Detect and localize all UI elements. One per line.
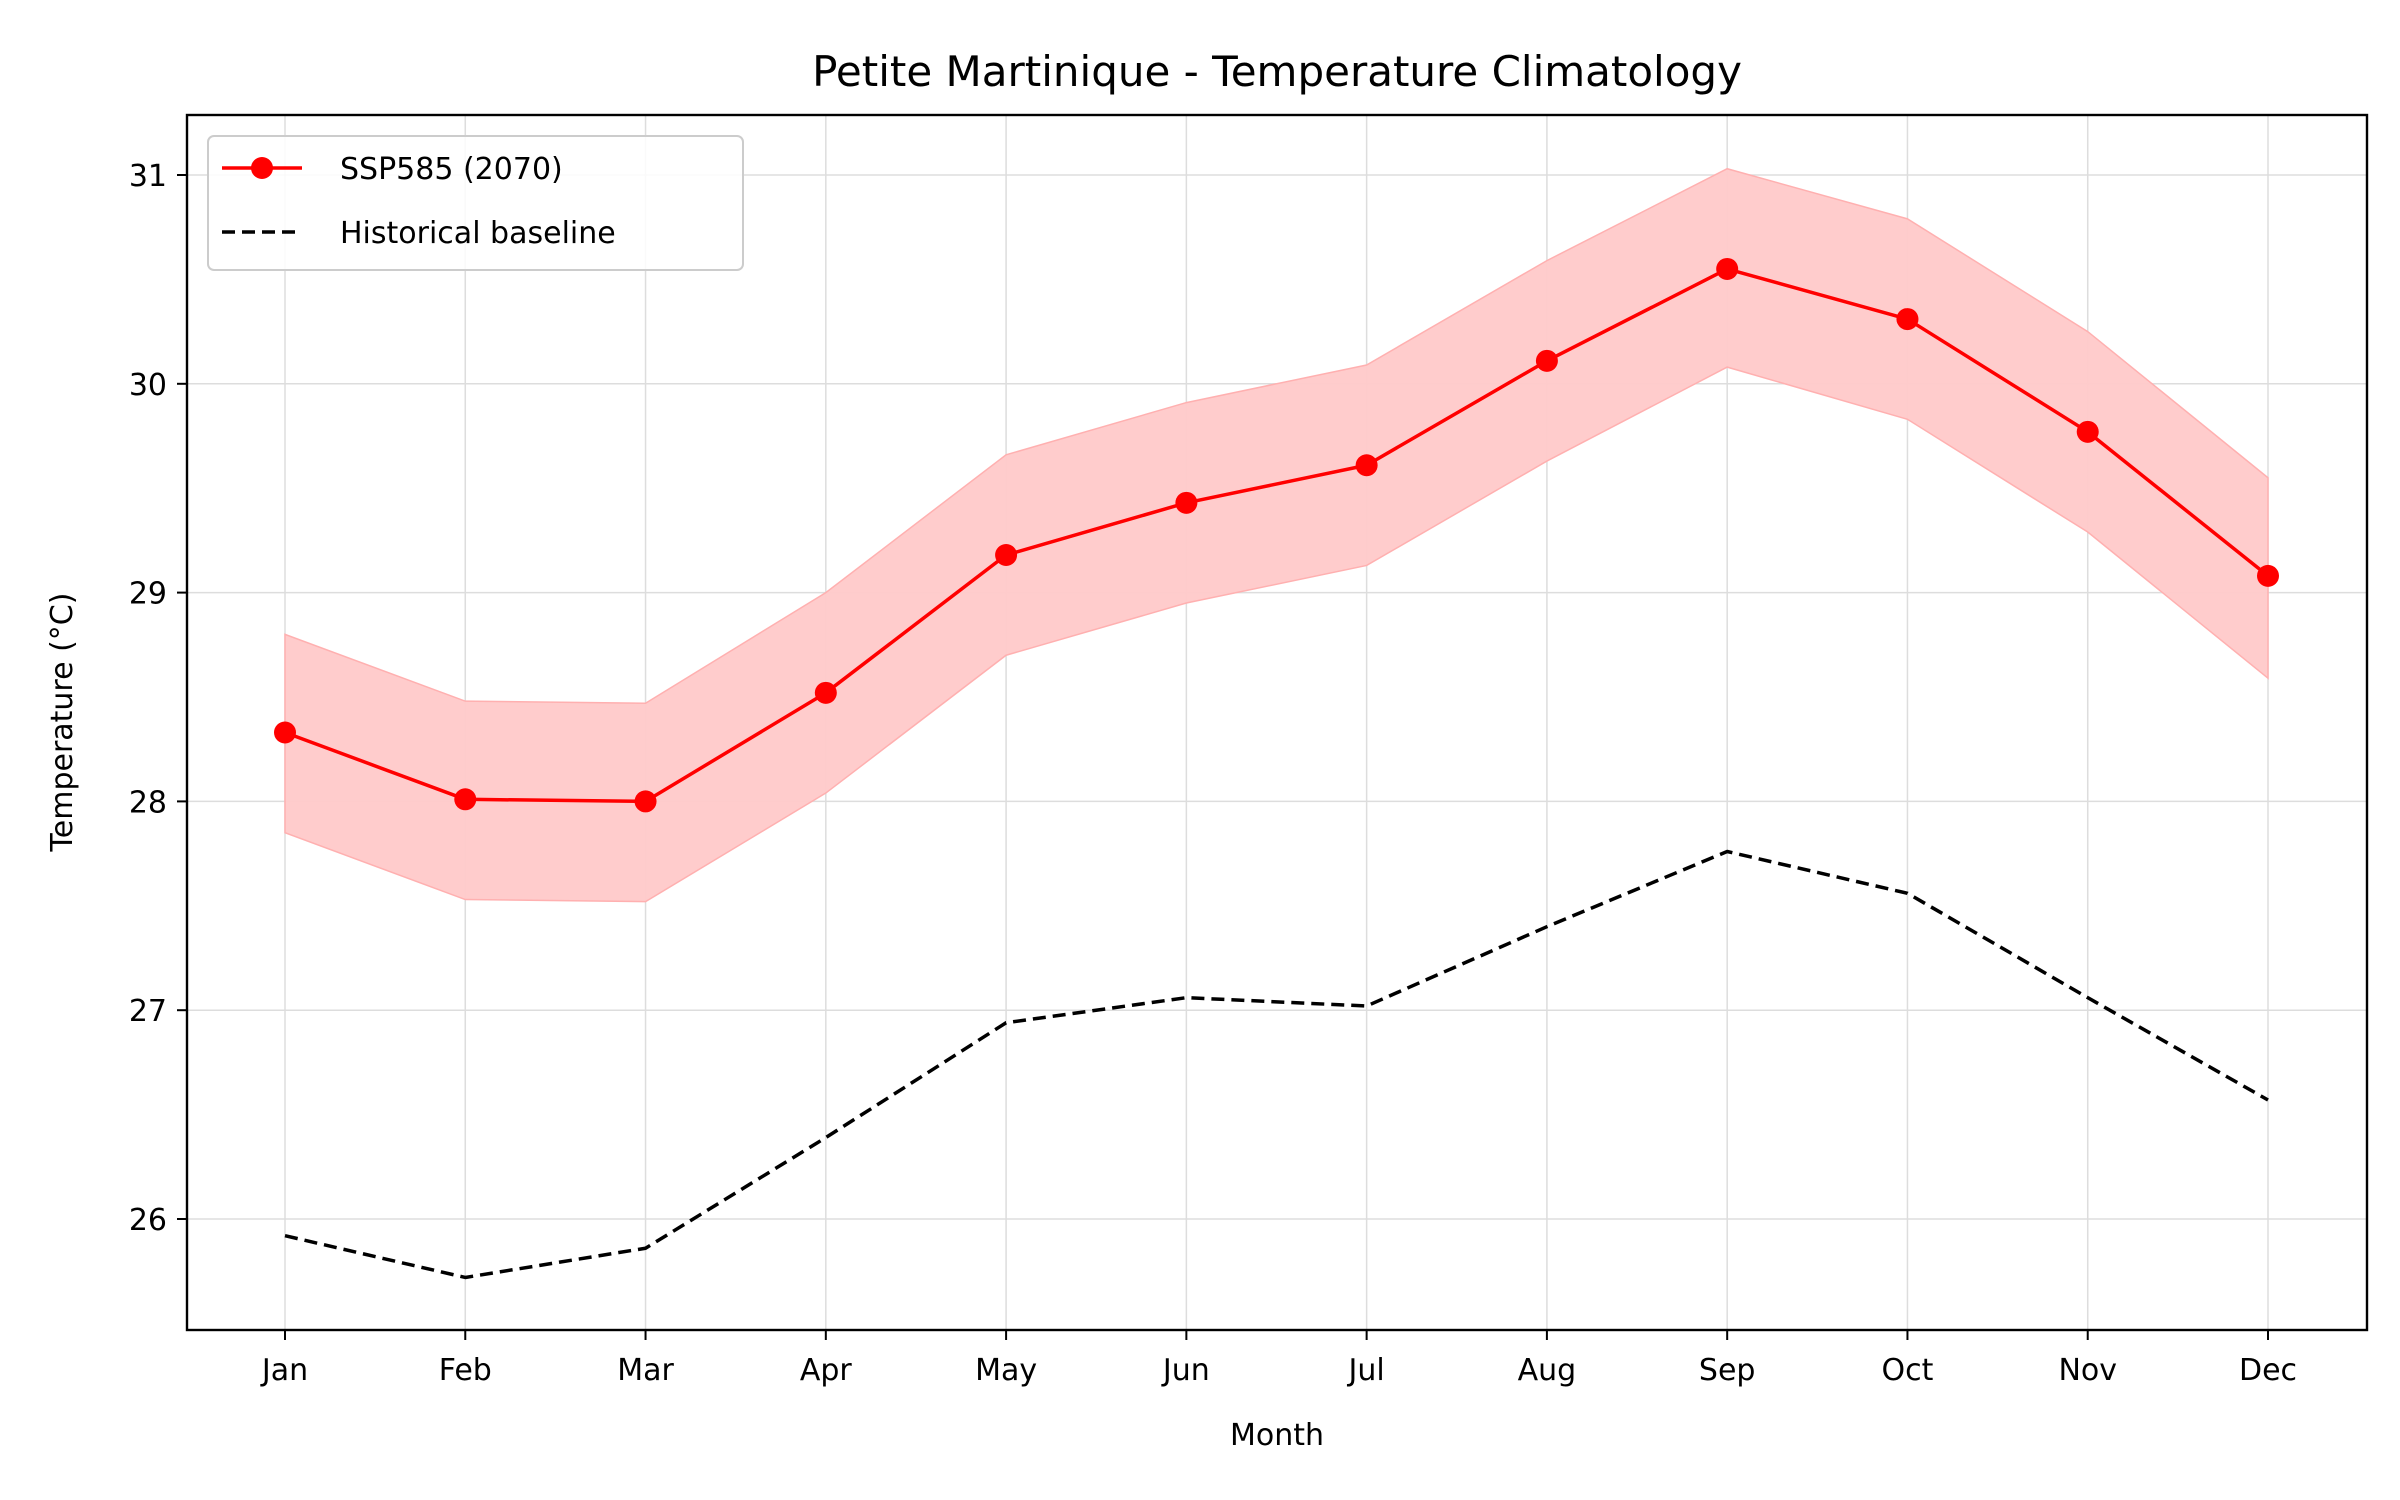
- ssp585-data-point: [1355, 454, 1378, 477]
- ssp585-data-point: [814, 681, 837, 704]
- x-axis-label: Month: [1230, 1418, 1324, 1453]
- x-tick-label: Jul: [1347, 1353, 1385, 1388]
- ssp585-series-line: [284, 267, 2270, 804]
- y-axis-label: Temperature (°C): [45, 593, 80, 853]
- y-tick-label: 26: [129, 1203, 167, 1238]
- x-tick-label: Mar: [617, 1353, 674, 1388]
- y-tick-label: 27: [129, 994, 167, 1029]
- y-tick-label: 29: [129, 577, 167, 612]
- ssp585-data-point: [2076, 420, 2099, 443]
- x-tick-label: Dec: [2239, 1353, 2297, 1388]
- legend-ssp585-marker: [251, 157, 273, 179]
- legend-historical-label: Historical baseline: [340, 216, 616, 251]
- y-tick-label: 30: [129, 368, 167, 403]
- legend: SSP585 (2070) Historical baseline: [207, 135, 744, 271]
- y-tick-label: 28: [129, 785, 167, 820]
- plot-frame: [185, 113, 2369, 1332]
- ssp585-data-point: [1716, 257, 1739, 280]
- series-lines: [274, 257, 2279, 1280]
- chart-title: Petite Martinique - Temperature Climatol…: [812, 47, 1742, 96]
- x-tick-label: Oct: [1882, 1353, 1934, 1388]
- x-tick-label: Sep: [1699, 1353, 1756, 1388]
- ssp585-data-point: [1535, 349, 1558, 372]
- x-tick-label: Apr: [800, 1353, 853, 1388]
- x-tick-label: Aug: [1518, 1353, 1577, 1388]
- historical-baseline-line: [284, 849, 2269, 1280]
- legend-ssp585-label: SSP585 (2070): [340, 152, 563, 187]
- ssp585-data-point: [634, 790, 657, 813]
- ssp585-data-point: [274, 721, 296, 744]
- y-axis-ticks: 26 27 28 29 30 31: [129, 159, 187, 1238]
- ssp585-data-point: [454, 788, 477, 811]
- y-tick-label: 31: [129, 159, 167, 194]
- x-axis-ticks: Jan Feb Mar Apr May Jun Jul Aug Sep Oct Nov Dec: [260, 1330, 2297, 1388]
- x-tick-label: Jan: [260, 1353, 308, 1388]
- ssp585-data-point: [1175, 491, 1198, 514]
- x-tick-label: Jun: [1161, 1353, 1210, 1388]
- legend-box: [207, 135, 744, 271]
- ssp585-data-point: [2257, 564, 2279, 587]
- x-tick-label: May: [975, 1353, 1037, 1388]
- x-tick-label: Nov: [2058, 1353, 2117, 1388]
- x-tick-label: Feb: [439, 1353, 492, 1388]
- ssp585-data-point: [1896, 308, 1919, 331]
- ssp585-data-point: [995, 544, 1018, 567]
